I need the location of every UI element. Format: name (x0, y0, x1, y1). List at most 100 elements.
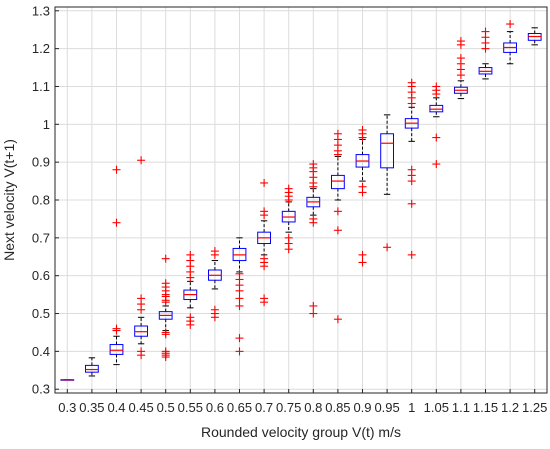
x-tick-label: 1.15 (473, 400, 498, 415)
outlier-marker (432, 160, 441, 169)
box-group (306, 160, 321, 318)
outlier-marker (137, 156, 146, 165)
box-group (404, 78, 419, 259)
outlier-marker (333, 129, 342, 138)
outlier-marker (333, 226, 342, 235)
outlier-marker (309, 301, 318, 310)
axes: 0.30.40.50.60.70.80.911.11.21.30.3 0.35 0.… (32, 3, 548, 415)
outlier-marker (309, 214, 318, 223)
x-tick-label: 0.4 (107, 400, 125, 415)
x-tick-label: 0.75 (276, 400, 301, 415)
x-tick-label: 1.1 (452, 400, 470, 415)
box-group (281, 184, 296, 254)
outlier-marker (309, 160, 318, 169)
outlier-marker (481, 27, 490, 36)
box-group (331, 129, 345, 324)
outlier-marker (456, 37, 465, 46)
box (85, 364, 99, 373)
box-group (454, 37, 468, 100)
outlier-marker (260, 178, 269, 187)
box-group (380, 114, 394, 252)
outlier-marker (284, 233, 293, 242)
x-tick-label: 1 (408, 400, 415, 415)
box-marks (60, 20, 542, 381)
outlier-marker (235, 269, 244, 278)
outlier-marker (235, 301, 244, 310)
x-tick-label: 0.7 (255, 400, 273, 415)
outlier-marker (333, 207, 342, 216)
y-tick-label: 0.5 (32, 306, 50, 321)
y-tick-label: 0.7 (32, 230, 50, 245)
box-group (85, 357, 99, 377)
box-group (134, 156, 148, 360)
plot-frame (54, 6, 548, 394)
outlier-marker (235, 334, 244, 343)
outlier-marker (407, 78, 416, 87)
outlier-marker (210, 305, 219, 314)
x-tick-label: 0.35 (79, 400, 104, 415)
box-group (257, 178, 271, 307)
outlier-marker (358, 250, 367, 259)
box-group (60, 379, 75, 381)
x-axis-label: Rounded velocity group V(t) m/s (201, 424, 401, 440)
outlier-marker (456, 54, 465, 63)
y-tick-label: 0.6 (32, 268, 50, 283)
outlier-marker (161, 328, 170, 337)
box-group (208, 247, 222, 322)
outlier-marker (137, 347, 146, 356)
outlier-marker (358, 125, 367, 134)
y-tick-label: 0.4 (32, 344, 50, 359)
outlier-marker (137, 294, 146, 303)
y-tick-label: 1.2 (32, 41, 50, 56)
y-tick-label: 1.3 (32, 3, 50, 18)
x-tick-label: 0.5 (157, 400, 175, 415)
y-axis-label: Next velocity V(t+1) (1, 139, 17, 261)
box-group (478, 27, 493, 80)
x-tick-label: 0.95 (374, 400, 399, 415)
outlier-marker (112, 218, 121, 227)
outlier-marker (309, 309, 318, 318)
box-group (355, 125, 370, 267)
x-tick-label: 1.2 (501, 400, 519, 415)
box-group (109, 165, 124, 366)
outlier-marker (383, 243, 392, 252)
outlier-marker (112, 165, 121, 174)
y-tick-label: 0.8 (32, 193, 50, 208)
x-tick-label: 0.6 (206, 400, 224, 415)
x-tick-label: 0.55 (178, 400, 203, 415)
x-tick-label: 0.8 (304, 400, 322, 415)
outlier-marker (186, 250, 195, 259)
outlier-marker (161, 279, 170, 288)
outlier-marker (284, 184, 293, 193)
x-tick-label: 0.45 (128, 400, 153, 415)
outlier-marker (358, 258, 367, 267)
y-tick-label: 0.9 (32, 155, 50, 170)
y-tick-label: 1.1 (32, 79, 50, 94)
box (109, 344, 124, 355)
outlier-marker (161, 254, 170, 263)
x-tick-label: 0.9 (353, 400, 371, 415)
x-tick-label: 0.85 (325, 400, 350, 415)
box-group (429, 82, 444, 169)
outlier-marker (407, 250, 416, 259)
outlier-marker (186, 313, 195, 322)
x-tick-label: 0.65 (227, 400, 252, 415)
outlier-marker (333, 315, 342, 324)
outlier-marker (407, 165, 416, 174)
outlier-marker (260, 254, 269, 263)
outlier-marker (210, 247, 219, 256)
x-tick-label: 1.05 (424, 400, 449, 415)
box-group (232, 237, 247, 356)
x-tick-label: 0.3 (58, 400, 76, 415)
outlier-marker (112, 324, 121, 333)
box (331, 174, 345, 190)
box-group (158, 254, 173, 362)
outlier-marker (235, 294, 244, 303)
outlier-marker (358, 182, 367, 191)
box (380, 133, 394, 169)
outlier-marker (432, 133, 441, 142)
outlier-marker (235, 347, 244, 356)
